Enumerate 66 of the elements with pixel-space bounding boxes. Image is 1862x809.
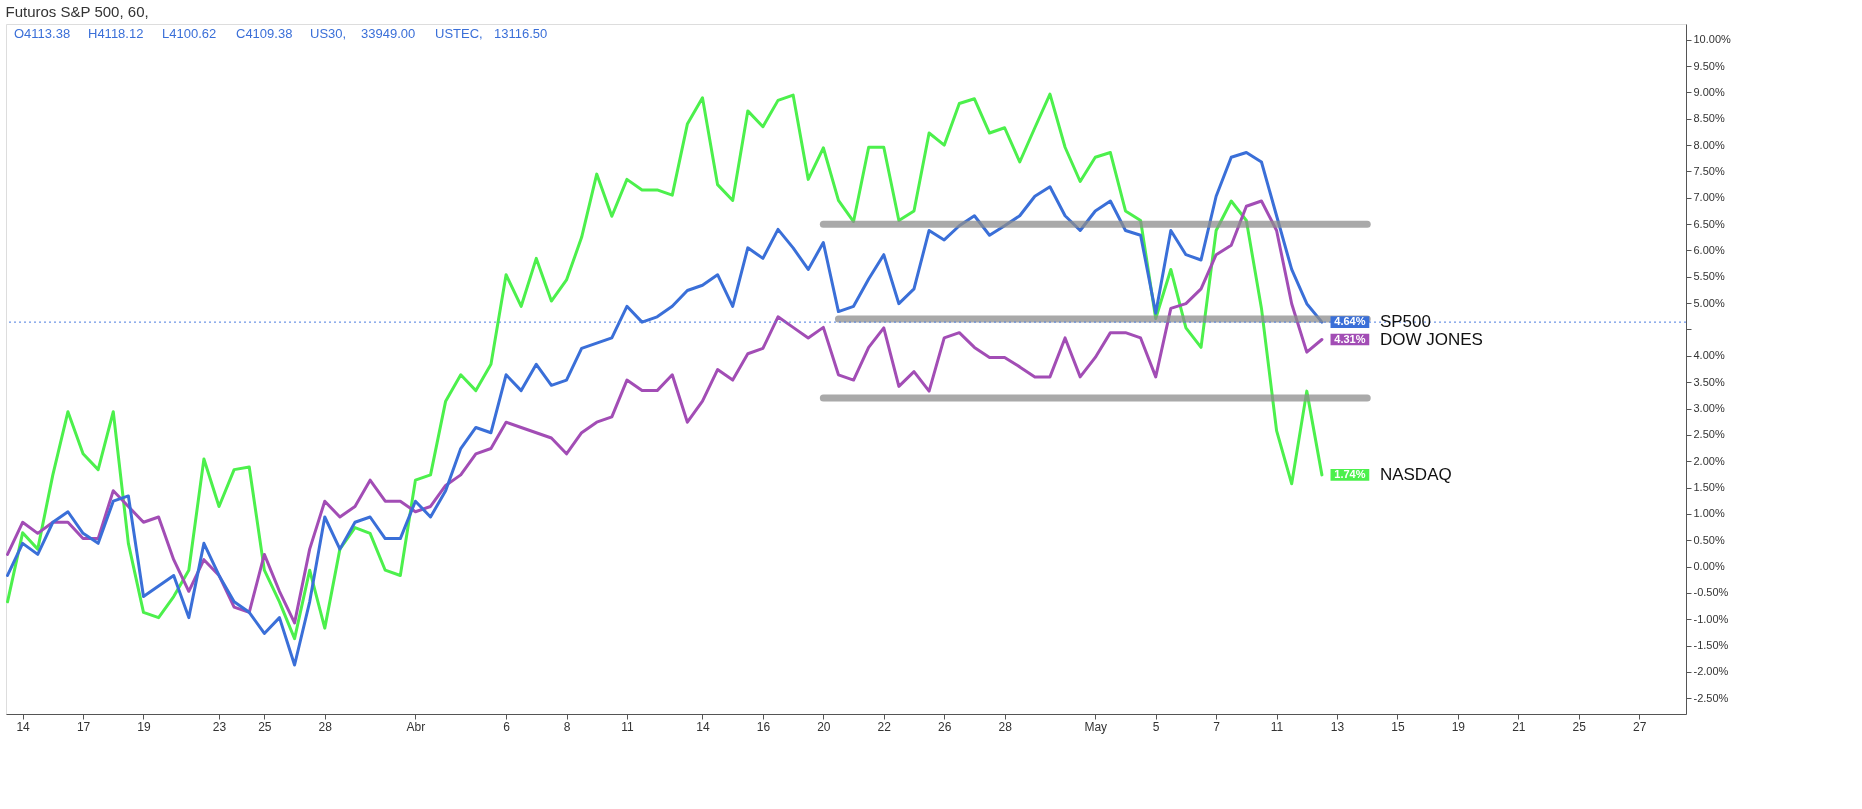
x-tick-label: 19	[137, 719, 151, 734]
x-tick-label: 26	[938, 719, 952, 734]
y-tick-label: 6.50%	[1693, 217, 1725, 230]
annotation: C4109.38	[236, 26, 293, 41]
y-tick-label: -0.50%	[1693, 586, 1729, 599]
x-tick-label: May	[1084, 719, 1108, 734]
legend-label: DOW JONES	[1379, 329, 1483, 349]
y-tick-label: -1.00%	[1693, 612, 1729, 625]
y-tick-label: 0.50%	[1693, 533, 1725, 546]
y-tick-label: 4.00%	[1693, 349, 1725, 362]
y-tick-label: -2.00%	[1693, 665, 1729, 678]
x-tick-label: 15	[1391, 719, 1405, 734]
annotation: 33949.00	[361, 26, 416, 41]
y-tick-label: 10.00%	[1693, 33, 1732, 46]
x-tick-label: 16	[756, 719, 771, 734]
annotation: USTEC,	[435, 26, 483, 41]
x-tick-label: 28	[318, 719, 333, 734]
x-tick-label: 22	[877, 719, 892, 734]
x-tick-label: 13	[1330, 719, 1345, 734]
x-tick-label: 11	[1270, 719, 1284, 734]
x-tick-label: 20	[817, 719, 831, 734]
chart-title: Futuros S&P 500, 60,	[5, 3, 149, 20]
y-tick-label: 9.00%	[1693, 85, 1725, 98]
x-tick-label: 23	[212, 719, 227, 734]
text: SP500	[1379, 312, 1431, 332]
data-label: 1.74%	[1334, 467, 1366, 480]
y-tick-label: 1.00%	[1693, 507, 1725, 520]
y-tick-label: 9.50%	[1693, 59, 1725, 72]
x-tick-label: 6	[503, 719, 511, 734]
y-tick-label: 1.50%	[1693, 481, 1725, 494]
annotation: O4113.38	[14, 26, 71, 41]
x-tick-label: 8	[563, 719, 571, 734]
y-tick-label: 2.50%	[1693, 428, 1725, 441]
y-tick-label: 3.50%	[1693, 375, 1725, 388]
y-tick-label: 5.00%	[1693, 296, 1725, 309]
x-tick-label: 17	[76, 719, 91, 734]
x-tick-label: 27	[1632, 719, 1647, 734]
x-tick-label: 28	[998, 719, 1013, 734]
x-tick-label: 21	[1512, 719, 1526, 734]
annotation: 13116.50	[494, 26, 548, 41]
x-tick-label: 14	[16, 719, 31, 734]
data-label: 4.31%	[1334, 332, 1366, 345]
y-tick-label: 3.00%	[1693, 402, 1725, 414]
x-tick-label: 19	[1451, 719, 1466, 734]
x-tick-label: 25	[1572, 719, 1587, 734]
y-tick-label: 6.00%	[1693, 243, 1725, 256]
line-series	[6, 199, 1324, 625]
y-tick-label: 8.00%	[1693, 138, 1725, 151]
annotation: US30,	[310, 26, 347, 41]
annotation: L4100.62	[162, 26, 217, 41]
y-tick-label: 0.00%	[1693, 560, 1725, 573]
y-tick-label: 5.50%	[1693, 270, 1725, 283]
y-tick-label: 8.50%	[1693, 112, 1725, 125]
annotation: H4118.12	[88, 26, 144, 41]
y-tick-label: 7.50%	[1693, 164, 1725, 177]
x-tick-label: 7	[1213, 719, 1221, 734]
y-tick-label: -2.50%	[1693, 691, 1729, 704]
legend-label: NASDAQ	[1379, 464, 1452, 484]
x-tick-label: 14	[696, 719, 710, 734]
x-tick-label: 25	[258, 719, 272, 734]
y-tick-label: -1.50%	[1693, 639, 1729, 652]
y-tick-label: 2.00%	[1693, 454, 1725, 467]
y-tick-label: 7.00%	[1693, 191, 1725, 204]
x-tick-label: 11	[621, 719, 634, 734]
x-tick-label: Abr	[406, 719, 426, 734]
x-tick-label: 5	[1152, 719, 1160, 734]
